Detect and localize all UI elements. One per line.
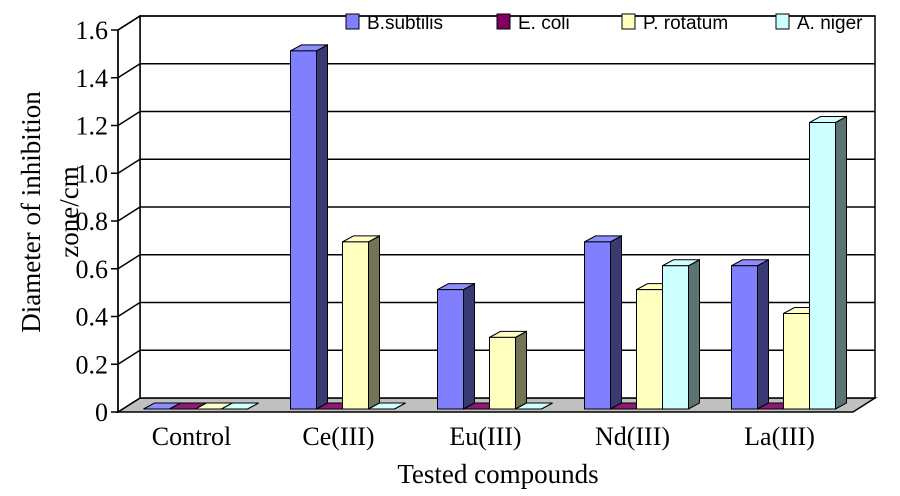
y-tick-label: 1.0 [76,159,109,188]
y-tick-label: 0.6 [76,255,109,284]
gridline-side [117,206,141,222]
gridline-side [117,158,141,174]
bar [437,282,475,410]
y-axis: 0 0.2 0.4 0.6 0.8 1.0 1.2 1.4 1.6 [76,16,119,427]
legend-entry: P. rotatum [621,13,728,34]
bar [489,330,527,410]
legend-entry: E. coli [496,13,570,34]
bar-front [783,313,810,410]
bar-front [731,265,758,410]
gridline-side [117,349,141,365]
bar-front [437,289,464,410]
y-tick-label: 1.4 [76,64,109,93]
bar [662,258,700,410]
bar [368,402,406,410]
legend-swatch [496,13,511,30]
bar [809,115,847,410]
bar-front [809,122,836,410]
bar [731,258,769,410]
bar-side [368,235,380,410]
x-tick-label: Control [152,422,231,451]
bar-side [515,330,527,410]
x-axis: Control Ce(III) Eu(III) Nd(III) La(III) [152,422,815,451]
bar-front [584,241,611,410]
bar-front [636,289,663,410]
bar-side [463,282,475,410]
y-tick-label: 0.4 [76,303,109,332]
gridline-side [117,15,141,31]
x-axis-title: Tested compounds [397,459,598,489]
bar-front [489,336,516,410]
y-tick-label: 0.2 [76,350,109,379]
x-tick-label: Nd(III) [595,422,670,451]
bar-side [688,258,700,410]
legend-swatch [345,13,360,30]
x-tick-label: Eu(III) [449,422,521,451]
y-tick-label: 1.6 [76,16,109,45]
y-axis-title: Diameter of inhibition zone/cm [16,91,84,333]
legend-swatch [775,13,790,30]
y-tick-label: 1.2 [76,112,109,141]
x-tick-label: Ce(III) [302,422,374,451]
bar-front [342,241,369,410]
bar-side [835,115,847,410]
bar-top [515,402,553,410]
y-axis-title-line-2: zone/cm [54,166,84,257]
gridline-side [117,110,141,127]
legend-label: E. coli [518,13,570,34]
chart-bars [143,44,847,410]
x-tick-label: La(III) [744,422,815,451]
bar [342,235,380,410]
bar-side [757,258,769,410]
gridline-side [117,301,141,318]
legend: B.subtilis E. coli P. rotatum A. niger [345,13,863,34]
bar [584,235,622,410]
y-axis-title-line-1: Diameter of inhibition [16,91,46,333]
legend-entry: B.subtilis [345,13,443,34]
gridline-side [117,63,141,79]
y-tick-label: 0 [95,398,108,427]
bar-front [662,265,689,410]
legend-entry: A. niger [775,13,863,34]
bar-front [290,50,317,410]
bar [515,402,553,410]
bar-top [221,402,259,410]
bar-side [316,44,328,410]
bar [290,44,328,410]
legend-swatch [621,13,636,30]
y-tick-label: 0.8 [76,207,109,236]
legend-label: A. niger [797,13,863,34]
bar-top [368,402,406,410]
legend-label: P. rotatum [643,13,728,34]
legend-label: B.subtilis [367,13,443,34]
bar [221,402,259,410]
bar-side [610,235,622,410]
gridline-side [117,254,141,270]
